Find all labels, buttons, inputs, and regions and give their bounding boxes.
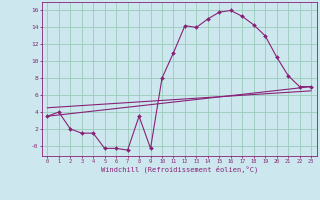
X-axis label: Windchill (Refroidissement éolien,°C): Windchill (Refroidissement éolien,°C) <box>100 166 258 173</box>
